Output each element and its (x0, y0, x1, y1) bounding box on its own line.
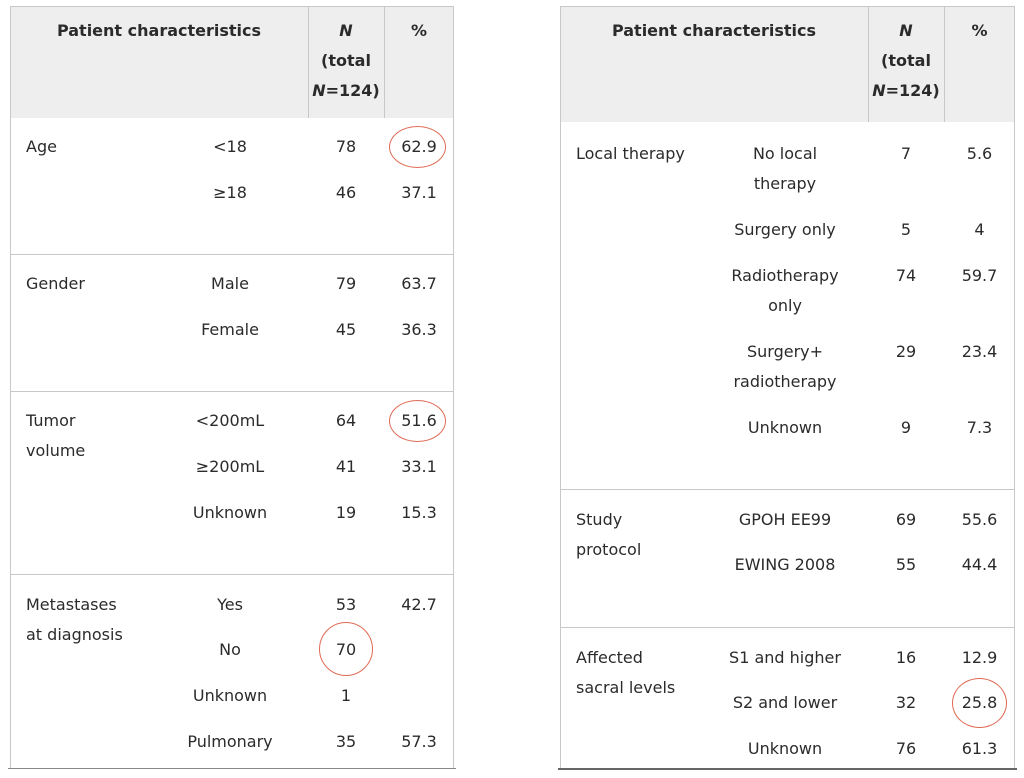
n-s1: 16 (895, 648, 917, 667)
label-study-protocol-1: Study (576, 510, 623, 529)
label-tumor-volume-2: volume (26, 441, 86, 460)
label-gender: Gender (26, 274, 85, 293)
n-no-local: 7 (900, 144, 912, 163)
n-volume-small: 64 (335, 411, 357, 430)
pct-gender-male: 63.7 (401, 274, 437, 293)
n-therapy-unknown: 9 (900, 418, 912, 437)
n-meta-unknown: 1 (340, 686, 352, 705)
sub-volume-large: ≥200mL (195, 457, 265, 476)
sub-surgery-radio-1: Surgery+ (746, 342, 824, 361)
pct-therapy-unknown: 7.3 (966, 418, 993, 437)
pct-surgery-only: 4 (974, 220, 985, 239)
label-metastases-1: Metastases (26, 595, 117, 614)
n-volume-large: 41 (335, 457, 357, 476)
sub-age-over18: ≥18 (213, 183, 247, 202)
sub-gpoh: GPOH EE99 (738, 510, 832, 529)
sub-s1: S1 and higher (729, 648, 841, 667)
sub-sacral-unknown: Unknown (747, 739, 823, 758)
n-meta-pulmonary: 35 (335, 732, 357, 751)
pct-s1: 12.9 (961, 648, 998, 667)
label-study-protocol-2: protocol (576, 540, 642, 559)
n-surgery-radio: 29 (895, 342, 917, 361)
sub-volume-unknown: Unknown (192, 503, 268, 522)
header-n: N (total N=124) (312, 21, 380, 100)
n-surgery-only: 5 (900, 220, 912, 239)
label-metastases-2: at diagnosis (26, 625, 123, 644)
n-s2: 32 (895, 693, 917, 712)
n-radio-only: 74 (895, 266, 917, 285)
label-sacral-2: sacral levels (576, 678, 676, 697)
sub-meta-no: No (219, 640, 241, 659)
pct-volume-unknown: 15.3 (401, 503, 437, 522)
sub-ewing: EWING 2008 (734, 555, 836, 574)
right-table: Patient characteristics N (total N=124) … (560, 0, 1015, 768)
pct-no-local: 5.6 (966, 144, 993, 163)
sub-no-local-2: therapy (753, 174, 817, 193)
sub-radio-only-1: Radiotherapy (731, 266, 839, 285)
n-age-under18: 78 (335, 137, 357, 156)
sub-gender-male: Male (211, 274, 249, 293)
pct-ewing: 44.4 (961, 555, 998, 574)
pct-gender-female: 36.3 (401, 320, 437, 339)
highlight-circle (952, 678, 1007, 728)
pct-volume-large: 33.1 (401, 457, 437, 476)
header-n: N (total N=124) (872, 21, 940, 100)
left-table-header: Patient characteristics N (total N=124) … (10, 6, 454, 118)
n-ewing: 55 (895, 555, 917, 574)
n-age-over18: 46 (335, 183, 357, 202)
n-volume-unknown: 19 (335, 503, 357, 522)
pct-gpoh: 55.6 (961, 510, 998, 529)
right-table-header: Patient characteristics N (total N=124) … (560, 6, 1015, 122)
sub-s2: S2 and lower (732, 693, 838, 712)
n-gpoh: 69 (895, 510, 917, 529)
pct-surgery-radio: 23.4 (961, 342, 998, 361)
header-characteristics: Patient characteristics (56, 21, 262, 40)
sub-meta-unknown: Unknown (192, 686, 268, 705)
n-sacral-unknown: 76 (895, 739, 917, 758)
pct-meta-pulmonary: 57.3 (401, 732, 437, 751)
pct-age-over18: 37.1 (401, 183, 437, 202)
label-age: Age (26, 137, 57, 156)
sub-therapy-unknown: Unknown (747, 418, 823, 437)
label-local-therapy: Local therapy (576, 144, 685, 163)
highlight-circle (389, 400, 446, 442)
sub-age-under18: <18 (213, 137, 247, 156)
sub-meta-pulmonary: Pulmonary (187, 732, 273, 751)
sub-surgery-radio-2: radiotherapy (733, 372, 837, 391)
highlight-circle (319, 622, 373, 676)
pct-radio-only: 59.7 (961, 266, 998, 285)
sub-surgery-only: Surgery only (734, 220, 836, 239)
sub-gender-female: Female (201, 320, 259, 339)
header-percent: % (410, 21, 428, 40)
pct-meta-yes: 42.7 (401, 595, 437, 614)
n-meta-yes: 53 (335, 595, 357, 614)
sub-radio-only-2: only (768, 296, 802, 315)
header-percent: % (971, 21, 988, 40)
left-table: Patient characteristics N (total N=124) … (10, 0, 454, 768)
label-sacral-1: Affected (576, 648, 643, 667)
sub-volume-small: <200mL (195, 411, 265, 430)
label-tumor-volume-1: Tumor (26, 411, 76, 430)
header-characteristics: Patient characteristics (611, 21, 817, 40)
pct-sacral-unknown: 61.3 (961, 739, 998, 758)
sub-no-local-1: No local (752, 144, 818, 163)
n-gender-female: 45 (335, 320, 357, 339)
n-gender-male: 79 (335, 274, 357, 293)
sub-meta-yes: Yes (217, 595, 243, 614)
highlight-circle (389, 126, 446, 168)
